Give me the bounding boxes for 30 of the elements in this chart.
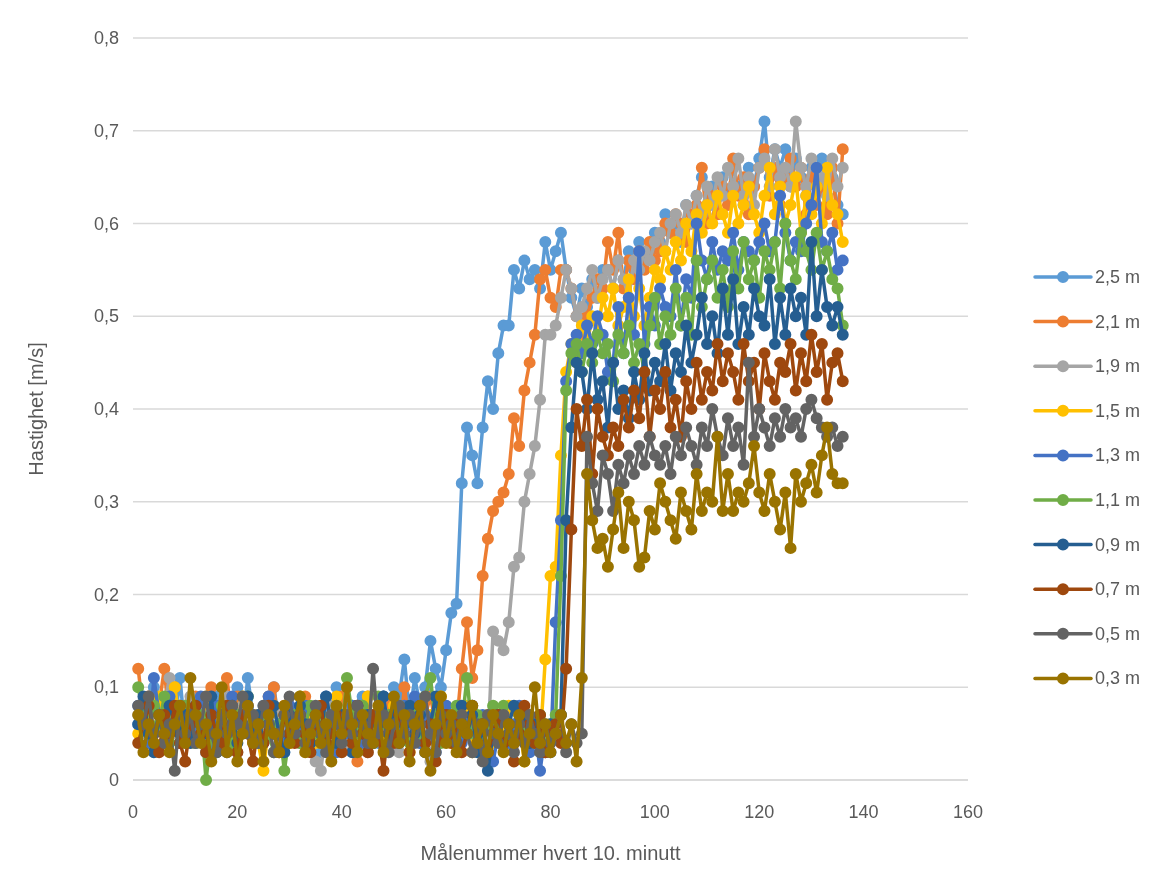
y-tick-label: 0,5	[93, 306, 119, 327]
legend-label: 0,3 m	[1095, 668, 1141, 689]
legend-label: 2,5 m	[1095, 267, 1141, 287]
x-tick-label: 80	[540, 802, 561, 822]
legend-label: 1,3 m	[1095, 445, 1141, 466]
legend-label: 1,5 m	[1095, 400, 1141, 421]
x-tick-label: 100	[639, 802, 670, 822]
y-tick-label: 0,1	[93, 677, 119, 698]
y-tick-label: 0	[108, 770, 119, 790]
x-tick-label: 40	[331, 802, 352, 822]
y-axis-title: Hastighet [m/s]	[25, 342, 47, 476]
x-axis-title: Målenummer hvert 10. minutt	[420, 842, 681, 864]
x-tick-label: 160	[952, 802, 984, 822]
legend-label: 0,9 m	[1095, 534, 1141, 555]
y-tick-label: 0,6	[93, 213, 119, 234]
x-tick-label: 20	[227, 802, 248, 822]
x-tick-label: 140	[848, 802, 879, 822]
legend-label: 0,5 m	[1095, 623, 1141, 644]
legend-label: 2,1 m	[1095, 311, 1141, 332]
y-tick-label: 0,8	[93, 28, 119, 48]
y-tick-label: 0,3	[93, 491, 119, 512]
y-tick-label: 0,2	[93, 584, 119, 605]
x-tick-label: 120	[744, 802, 775, 822]
legend-label: 0,7 m	[1095, 579, 1141, 600]
x-tick-label: 0	[127, 802, 139, 822]
y-tick-label: 0,4	[93, 399, 119, 419]
x-tick-label: 60	[436, 802, 457, 822]
legend-label: 1,9 m	[1095, 356, 1141, 377]
y-tick-label: 0,7	[93, 120, 119, 141]
legend-label: 1,1 m	[1095, 490, 1141, 510]
